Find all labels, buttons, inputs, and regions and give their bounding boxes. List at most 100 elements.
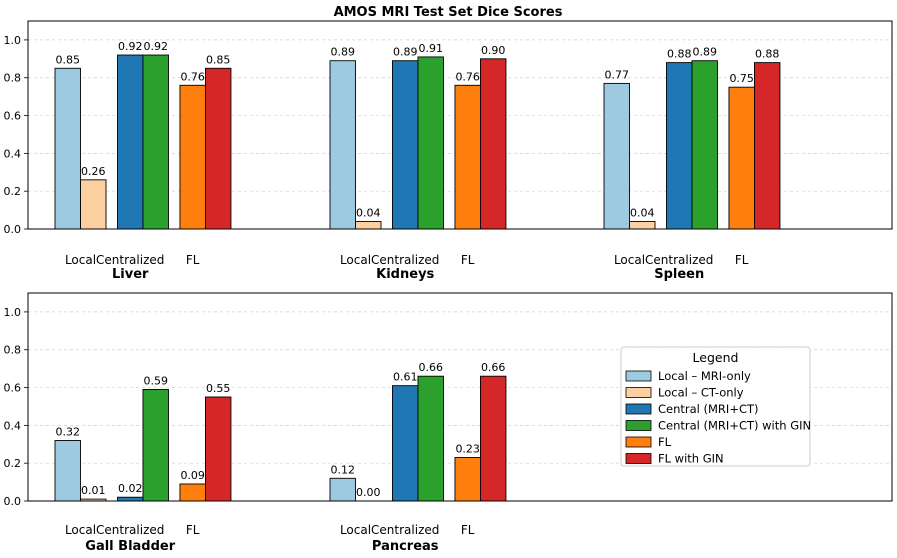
data-label: 0.76 xyxy=(455,70,480,83)
data-label: 0.75 xyxy=(729,72,754,85)
category-label: Centralized xyxy=(645,253,713,267)
data-label: 0.01 xyxy=(81,484,106,497)
bar xyxy=(329,60,356,230)
data-label: 0.12 xyxy=(331,463,356,476)
bar xyxy=(728,86,755,230)
data-label: 0.23 xyxy=(455,443,480,456)
bar xyxy=(480,58,507,230)
data-label: 0.85 xyxy=(206,53,231,66)
panel-2: 0.00.20.40.60.81.00.320.01 0.020.590.090.… xyxy=(4,292,893,554)
legend-entry: Central (MRI+CT) xyxy=(658,402,759,416)
data-label: 0.66 xyxy=(481,361,506,374)
data-label: 0.00 xyxy=(356,486,381,499)
data-label: 0.91 xyxy=(418,42,443,55)
bar xyxy=(392,385,419,502)
data-label: 0.04 xyxy=(356,206,381,219)
category-label: FL xyxy=(735,253,749,267)
data-label: 0.04 xyxy=(630,206,655,219)
bar xyxy=(603,82,630,230)
bar xyxy=(142,54,169,230)
legend: Legend Local – MRI-only Local – CT-only Cen… xyxy=(620,346,811,467)
axes-frame xyxy=(27,292,893,502)
legend-entry: Central (MRI+CT) with GIN xyxy=(658,419,811,433)
bar xyxy=(80,179,107,230)
bar xyxy=(454,457,481,502)
bar xyxy=(117,496,144,502)
y-tick-label: 0.8 xyxy=(4,344,22,357)
bar xyxy=(417,375,444,502)
organ-label: Liver xyxy=(112,267,149,282)
category-label: Local xyxy=(65,523,96,537)
legend-swatch xyxy=(625,436,652,448)
bar xyxy=(355,220,382,230)
data-label: 0.85 xyxy=(56,53,81,66)
category-label: Local xyxy=(65,253,96,267)
panel-1: 0.00.20.40.60.81.00.850.260.92 0.920.760.… xyxy=(4,20,893,282)
y-tick-label: 1.0 xyxy=(4,306,22,319)
y-tick-label: 0.6 xyxy=(4,382,22,395)
legend-title: Legend xyxy=(693,350,739,365)
data-label: 0.76 xyxy=(180,70,205,83)
data-label: 0.09 xyxy=(180,469,205,482)
data-label: 0.92 xyxy=(118,40,143,53)
bar xyxy=(454,84,481,230)
data-label: 0.89 xyxy=(331,46,356,59)
bar xyxy=(204,67,232,230)
y-tick-label: 0.2 xyxy=(4,185,22,198)
y-tick-label: 0.4 xyxy=(4,419,22,432)
bar xyxy=(54,440,81,502)
bar xyxy=(629,220,656,230)
category-label: Centralized xyxy=(371,523,439,537)
category-label: Centralized xyxy=(96,253,164,267)
y-tick-label: 0.0 xyxy=(4,223,22,236)
bar xyxy=(204,396,232,502)
data-label: 0.89 xyxy=(692,46,717,59)
legend-swatch xyxy=(625,453,652,464)
legend-entry: Local – MRI-only xyxy=(658,369,751,383)
data-label: 0.59 xyxy=(143,374,168,387)
category-label: FL xyxy=(186,253,200,267)
organ-group-gall-bladder: 0.32 0.01 0.02 0.59 0.09 0.55 Local Centralized… xyxy=(54,374,232,554)
data-label: 0.02 xyxy=(118,482,143,495)
legend-entry: FL with GIN xyxy=(658,452,724,466)
category-label: FL xyxy=(461,523,475,537)
legend-swatch xyxy=(625,420,652,431)
legend-swatch xyxy=(625,403,652,415)
data-label: 0.61 xyxy=(393,371,418,384)
bar xyxy=(480,375,507,502)
data-label: 0.90 xyxy=(481,44,506,57)
chart-title: AMOS MRI Test Set Dice Scores xyxy=(334,5,563,20)
y-tick-label: 0.6 xyxy=(4,110,22,123)
legend-entry: Local – CT-only xyxy=(658,386,744,400)
bar xyxy=(666,62,693,230)
data-label: 0.88 xyxy=(667,48,692,61)
legend-box xyxy=(620,346,811,467)
y-tick-label: 1.0 xyxy=(4,34,22,47)
data-label: 0.55 xyxy=(206,382,231,395)
y-tick-label: 0.0 xyxy=(4,495,22,508)
data-label: 0.77 xyxy=(605,68,630,81)
category-label: FL xyxy=(461,253,475,267)
legend-swatch xyxy=(625,387,652,398)
organ-label: Kidneys xyxy=(376,267,434,282)
bar xyxy=(691,60,718,230)
legend-entry: FL xyxy=(658,435,672,449)
bar xyxy=(392,60,419,230)
data-label: 0.32 xyxy=(56,425,81,438)
bar xyxy=(142,388,169,502)
organ-label: Gall Bladder xyxy=(85,539,175,554)
bar xyxy=(417,56,444,230)
category-label: Local xyxy=(340,253,371,267)
category-label: FL xyxy=(186,523,200,537)
category-label: Centralized xyxy=(96,523,164,537)
data-label: 0.66 xyxy=(418,361,443,374)
category-label: Centralized xyxy=(371,253,439,267)
bar xyxy=(117,54,144,230)
organ-label: Spleen xyxy=(654,267,704,282)
organ-label: Pancreas xyxy=(372,539,439,554)
bar xyxy=(179,483,206,502)
